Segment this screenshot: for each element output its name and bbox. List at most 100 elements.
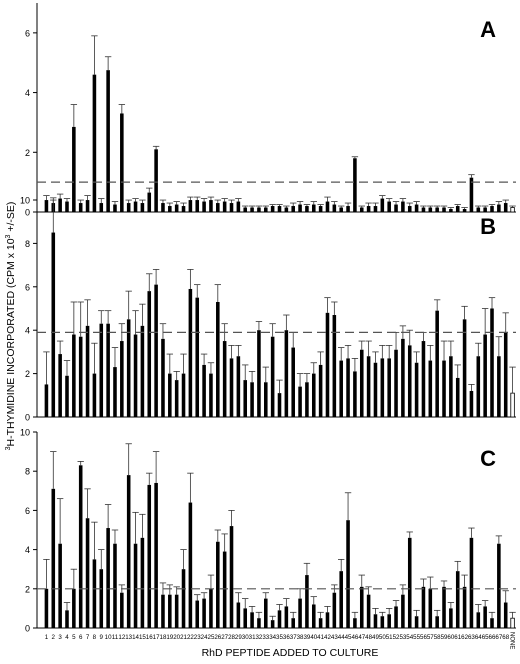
x-tick-label: 67 xyxy=(495,634,502,641)
y-tick-label: 10 xyxy=(20,428,30,438)
bar xyxy=(133,334,138,417)
bar xyxy=(462,586,467,628)
bar xyxy=(209,200,213,212)
bar xyxy=(174,204,179,212)
y-tick-label: 2 xyxy=(25,584,30,594)
bar xyxy=(435,616,439,628)
x-tick-label: 68 xyxy=(502,634,509,641)
bar xyxy=(462,319,467,417)
bar xyxy=(264,382,268,417)
y-tick-label: 10 xyxy=(20,196,30,206)
x-tick-label: 8 xyxy=(93,634,97,641)
x-tick-label: 48 xyxy=(365,634,372,641)
bar xyxy=(428,207,433,212)
bar xyxy=(154,284,158,417)
bar xyxy=(497,356,501,417)
y-tick-label: 2 xyxy=(25,148,30,158)
bar xyxy=(346,520,350,628)
bar xyxy=(161,203,165,212)
x-tick-label: 21 xyxy=(180,634,187,641)
bar xyxy=(503,332,508,417)
x-tick-label: 51 xyxy=(386,634,393,641)
bar xyxy=(85,325,90,417)
bar xyxy=(497,543,501,628)
bar xyxy=(353,371,357,417)
panel-label: A xyxy=(480,17,496,42)
x-tick-label: 11 xyxy=(112,634,119,641)
bar xyxy=(216,203,220,212)
bar xyxy=(442,360,446,417)
x-tick-label: NONE xyxy=(509,632,515,649)
bar xyxy=(168,373,172,417)
bar xyxy=(455,377,460,417)
bar xyxy=(188,200,193,212)
y-axis-label-exponent: 3 xyxy=(5,234,12,238)
bar xyxy=(72,588,76,628)
x-tick-label: 43 xyxy=(331,634,338,641)
x-tick-label: 37 xyxy=(290,634,297,641)
bar xyxy=(264,207,268,212)
bar xyxy=(181,206,186,212)
bar xyxy=(99,323,104,417)
bar xyxy=(414,616,419,628)
bar xyxy=(318,206,323,212)
x-tick-label: 4 xyxy=(65,634,69,641)
bar xyxy=(414,204,419,212)
bar xyxy=(401,594,405,628)
bar xyxy=(65,610,69,628)
bar xyxy=(366,356,371,417)
bar xyxy=(291,347,295,417)
bar xyxy=(373,362,378,417)
x-tick-label: 54 xyxy=(406,634,413,641)
bar xyxy=(147,192,152,212)
bar xyxy=(359,207,364,212)
x-tick-label: 27 xyxy=(221,634,228,641)
bar xyxy=(284,330,289,417)
x-tick-label: 57 xyxy=(427,634,434,641)
panel-b: 0 2 4 6 8 10 B xyxy=(20,196,516,423)
bar xyxy=(174,380,179,417)
bar xyxy=(490,618,494,628)
bar xyxy=(236,356,241,417)
x-tick-label: 19 xyxy=(166,634,173,641)
bar xyxy=(449,209,453,212)
x-tick-label: 23 xyxy=(194,634,201,641)
bar xyxy=(305,206,309,212)
bar xyxy=(92,74,97,213)
bar xyxy=(126,203,131,212)
bar xyxy=(442,207,446,212)
y-tick-label: 6 xyxy=(25,282,30,292)
x-tick-label: 36 xyxy=(283,634,290,641)
bar xyxy=(325,612,330,628)
y-axis-label-suffix: +/-SE) xyxy=(5,202,17,235)
x-tick-label: 64 xyxy=(475,634,482,641)
bar xyxy=(435,207,439,212)
bar xyxy=(291,618,295,628)
bar xyxy=(277,610,282,628)
y-tick-label: 4 xyxy=(25,88,30,98)
x-tick-label: 16 xyxy=(146,634,153,641)
bar xyxy=(311,604,316,628)
bar xyxy=(85,200,90,212)
y-axis-label-isotope-superscript: 3 xyxy=(5,446,12,450)
bar xyxy=(394,204,398,212)
bar xyxy=(510,392,515,418)
x-tick-label: 32 xyxy=(255,634,262,641)
bar xyxy=(58,543,62,628)
y-tick-label: 6 xyxy=(25,506,30,516)
x-tick-label: 55 xyxy=(413,634,420,641)
bar xyxy=(490,206,494,212)
bar xyxy=(469,537,474,628)
bar xyxy=(284,606,289,628)
bar xyxy=(257,618,261,628)
bar xyxy=(503,203,508,212)
y-axis-label-main: H-THYMIDINE INCORPORATED (CPM x 10 xyxy=(5,238,17,446)
bar xyxy=(243,380,248,417)
bar xyxy=(387,201,391,212)
x-tick-label: 50 xyxy=(379,634,386,641)
y-tick-label: 0 xyxy=(25,624,30,634)
bar xyxy=(421,586,426,628)
bar xyxy=(401,201,405,212)
x-tick-label: 12 xyxy=(118,634,125,641)
